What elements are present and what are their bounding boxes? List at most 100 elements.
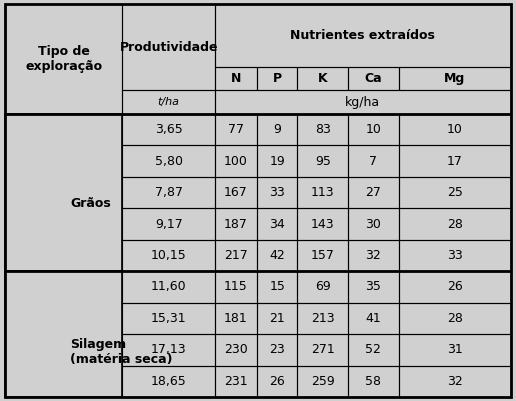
Text: 15: 15: [269, 280, 285, 294]
Text: 157: 157: [311, 249, 335, 262]
Text: 271: 271: [311, 343, 334, 356]
Text: P: P: [272, 72, 282, 85]
Bar: [297, 114, 348, 146]
Bar: [5, 4, 122, 114]
Bar: [257, 240, 297, 271]
Text: 21: 21: [269, 312, 285, 325]
Bar: [348, 114, 398, 146]
Bar: [297, 177, 348, 209]
Text: 100: 100: [224, 155, 248, 168]
Bar: [398, 114, 511, 146]
Text: 15,31: 15,31: [151, 312, 187, 325]
Bar: [398, 146, 511, 177]
Bar: [297, 67, 348, 91]
Text: 27: 27: [365, 186, 381, 199]
Bar: [398, 67, 511, 91]
Text: 32: 32: [447, 375, 462, 388]
Bar: [348, 67, 398, 91]
Text: 10: 10: [447, 123, 463, 136]
Text: 231: 231: [224, 375, 248, 388]
Text: Silagem
(matéria seca): Silagem (matéria seca): [70, 338, 172, 366]
Text: 31: 31: [447, 343, 462, 356]
Bar: [122, 146, 215, 177]
Text: 18,65: 18,65: [151, 375, 187, 388]
Text: 32: 32: [365, 249, 381, 262]
Text: 115: 115: [224, 280, 248, 294]
Text: 30: 30: [365, 218, 381, 231]
Bar: [348, 146, 398, 177]
Bar: [257, 303, 297, 334]
Bar: [5, 271, 122, 397]
Text: 230: 230: [224, 343, 248, 356]
Bar: [398, 303, 511, 334]
Bar: [122, 4, 215, 91]
Bar: [348, 366, 398, 397]
Text: 58: 58: [365, 375, 381, 388]
Bar: [215, 334, 257, 366]
Text: Ca: Ca: [364, 72, 382, 85]
Bar: [257, 67, 297, 91]
Bar: [297, 271, 348, 303]
Text: 26: 26: [269, 375, 285, 388]
Text: 10: 10: [365, 123, 381, 136]
Bar: [5, 114, 122, 271]
Text: 5,80: 5,80: [155, 155, 183, 168]
Text: 95: 95: [315, 155, 331, 168]
Bar: [122, 209, 215, 240]
Text: 83: 83: [315, 123, 331, 136]
Text: 17,13: 17,13: [151, 343, 187, 356]
Bar: [257, 271, 297, 303]
Text: 23: 23: [269, 343, 285, 356]
Bar: [297, 240, 348, 271]
Bar: [257, 209, 297, 240]
Text: 187: 187: [224, 218, 248, 231]
Text: 11,60: 11,60: [151, 280, 187, 294]
Text: 33: 33: [269, 186, 285, 199]
Text: 7,87: 7,87: [155, 186, 183, 199]
Text: 9,17: 9,17: [155, 218, 183, 231]
Bar: [398, 366, 511, 397]
Bar: [297, 334, 348, 366]
Bar: [348, 240, 398, 271]
Text: Nutrientes extraídos: Nutrientes extraídos: [291, 29, 436, 42]
Bar: [215, 240, 257, 271]
Text: 17: 17: [447, 155, 463, 168]
Bar: [297, 209, 348, 240]
Text: 259: 259: [311, 375, 334, 388]
Text: N: N: [231, 72, 241, 85]
Text: 33: 33: [447, 249, 462, 262]
Bar: [122, 334, 215, 366]
Bar: [257, 146, 297, 177]
Bar: [122, 114, 215, 146]
Bar: [348, 334, 398, 366]
Bar: [297, 146, 348, 177]
Text: Mg: Mg: [444, 72, 465, 85]
Text: Grãos: Grãos: [70, 196, 110, 210]
Text: K: K: [318, 72, 328, 85]
Text: 217: 217: [224, 249, 248, 262]
Bar: [215, 303, 257, 334]
Bar: [122, 177, 215, 209]
Bar: [257, 334, 297, 366]
Bar: [257, 366, 297, 397]
Bar: [215, 271, 257, 303]
Bar: [398, 334, 511, 366]
Bar: [215, 4, 511, 67]
Text: 77: 77: [228, 123, 244, 136]
Text: 19: 19: [269, 155, 285, 168]
Text: 143: 143: [311, 218, 334, 231]
Text: 167: 167: [224, 186, 248, 199]
Bar: [398, 240, 511, 271]
Bar: [348, 209, 398, 240]
Bar: [398, 209, 511, 240]
Text: 113: 113: [311, 186, 334, 199]
Text: 25: 25: [447, 186, 463, 199]
Text: 10,15: 10,15: [151, 249, 187, 262]
Bar: [297, 366, 348, 397]
Bar: [398, 271, 511, 303]
Text: 7: 7: [369, 155, 377, 168]
Text: 52: 52: [365, 343, 381, 356]
Text: Produtividade: Produtividade: [120, 41, 218, 54]
Bar: [348, 303, 398, 334]
Bar: [122, 303, 215, 334]
